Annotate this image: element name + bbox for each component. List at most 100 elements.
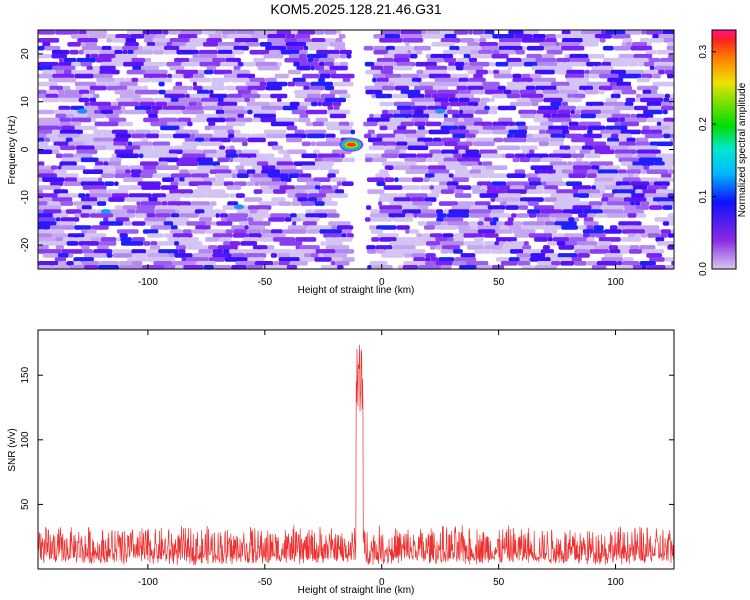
heatmap-cell [441, 265, 452, 270]
heatmap-cell [174, 241, 180, 246]
heatmap-cell [429, 113, 444, 119]
heatmap-cell [226, 185, 242, 190]
heatmap-cell [404, 157, 427, 163]
heatmap-cell [458, 117, 464, 123]
heatmap-cell [306, 93, 321, 99]
heatmap-cell [521, 265, 535, 270]
heatmap-cell [377, 233, 399, 238]
heatmap-cell [299, 257, 315, 262]
heatmap-cell [115, 34, 131, 39]
heatmap-cell [376, 57, 394, 63]
heatmap-cell [499, 49, 516, 55]
heatmap-cell [546, 49, 563, 55]
heatmap-cell [81, 261, 100, 266]
heatmap-cell [427, 165, 446, 170]
heatmap-cell [178, 34, 198, 39]
heatmap-cell [505, 85, 526, 91]
heatmap-cell [254, 181, 260, 186]
heatmap-cell [252, 245, 268, 250]
heatmap-cell [74, 225, 92, 230]
heatmap-cell [300, 201, 315, 206]
heatmap-cell [647, 42, 652, 47]
heatmap-cell [608, 245, 619, 250]
heatmap-cell [131, 261, 143, 266]
heatmap-cell [507, 133, 514, 139]
heatmap-cell [74, 81, 97, 87]
heatmap-cell [371, 265, 393, 270]
heatmap-cell [224, 109, 247, 115]
heatmap-cell [284, 217, 292, 222]
heatmap-cell [425, 261, 436, 266]
heatmap-cell [369, 113, 374, 119]
heatmap-cell [134, 105, 152, 111]
heatmap-cell [326, 125, 348, 131]
heatmap-cell [182, 153, 206, 159]
heatmap-cell [618, 157, 639, 163]
heatmap-cell [276, 30, 292, 35]
heatmap-cell [276, 117, 292, 123]
heatmap-cell [395, 133, 406, 139]
heatmap-cell [564, 53, 570, 59]
x-tick-label: -100 [138, 277, 158, 288]
heatmap-cell [225, 153, 239, 159]
heatmap-cell [463, 233, 484, 238]
heatmap-cell [438, 201, 459, 206]
heatmap-cell [317, 101, 322, 107]
heatmap-cell [236, 30, 256, 35]
heatmap-cell [263, 265, 287, 270]
heatmap-cell [412, 201, 433, 206]
heatmap-cell [303, 85, 310, 91]
heatmap-cell [591, 105, 614, 111]
heatmap-cell [417, 221, 427, 226]
heatmap-cell [572, 205, 592, 210]
heatmap-cell [121, 105, 126, 111]
heatmap-cell [291, 201, 301, 206]
heatmap-cell [569, 53, 589, 59]
heatmap-cell [103, 169, 116, 174]
heatmap-cell [191, 229, 206, 234]
heatmap-cell [443, 49, 458, 55]
heatmap-cell [603, 209, 624, 214]
heatmap-cell [658, 177, 674, 182]
heatmap-cell [491, 53, 509, 59]
heatmap-cell [520, 113, 536, 119]
heatmap-cell [427, 193, 440, 198]
heatmap-cell [609, 225, 618, 230]
heatmap-cell [392, 217, 414, 222]
heatmap-cell [587, 213, 596, 218]
heatmap-cell [280, 49, 300, 55]
heatmap-cell [148, 149, 169, 155]
heatmap-cell [170, 181, 179, 186]
heatmap-cell [225, 85, 236, 91]
heatmap-cell [654, 65, 672, 71]
heatmap-cell [112, 249, 132, 254]
heatmap-cell [383, 65, 394, 71]
heatmap-cell [74, 213, 81, 218]
heatmap-cell [44, 241, 67, 246]
heatmap-cell [582, 133, 602, 139]
heatmap-cell [265, 133, 286, 139]
heatmap-cell [236, 149, 242, 155]
heatmap-cell [600, 129, 612, 135]
heatmap-cell [38, 53, 52, 59]
heatmap-cell [303, 45, 309, 51]
heatmap-cell [108, 157, 122, 163]
heatmap-cell [320, 265, 338, 270]
heatmap-cell [396, 61, 416, 67]
heatmap-cell [409, 53, 418, 59]
heatmap-cell [640, 233, 648, 238]
heatmap-cell [565, 181, 582, 186]
heatmap-cell [292, 197, 298, 202]
heatmap-cell [497, 42, 521, 47]
heatmap-cell [232, 233, 249, 238]
heatmap-cell [286, 149, 307, 155]
heatmap-cell [115, 133, 132, 139]
heatmap-cell [600, 30, 606, 35]
heatmap-cell [551, 113, 571, 119]
heatmap-cell [514, 34, 533, 39]
heatmap-cell [389, 241, 406, 246]
heatmap-cell [365, 69, 381, 75]
heatmap-cell [253, 173, 268, 178]
heatmap-cell [602, 201, 607, 206]
heatmap-cell [82, 185, 107, 190]
